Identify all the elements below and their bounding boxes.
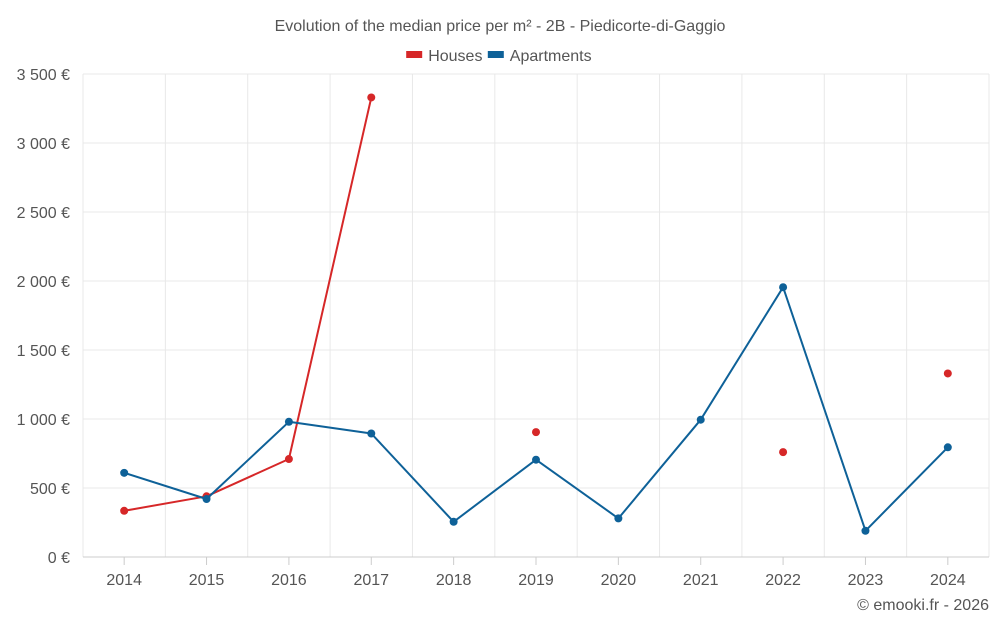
y-tick-label: 1 000 € [17,412,70,429]
x-tick-label: 2014 [106,572,142,589]
data-point [943,369,952,378]
legend-swatch [406,51,423,58]
data-point [861,526,870,535]
data-point [696,415,705,424]
data-point [532,428,540,437]
legend-label: Houses [428,48,482,65]
x-tick-label: 2022 [765,572,801,589]
data-point [779,448,788,457]
data-point [202,495,211,504]
x-tick-label: 2017 [353,572,389,589]
chart-title: Evolution of the median price per m² - 2… [275,18,726,35]
x-tick-label: 2016 [271,572,307,589]
legend-label: Apartments [510,48,592,65]
series-line [124,97,373,512]
data-point [449,517,458,526]
legend-item-houses: Houses [406,48,482,65]
credit-text: © emooki.fr - 2026 [857,597,989,614]
data-point [367,93,376,102]
x-tick-label: 2021 [683,572,719,589]
data-point [532,455,540,464]
grid-layer [82,73,990,557]
legend: Houses Apartments [406,48,592,65]
legend-swatch [487,51,504,58]
series-houses [120,93,952,515]
y-tick-label: 2 000 € [17,274,70,291]
series-layer [120,93,952,535]
x-tick-label: 2024 [930,572,966,589]
data-point [779,283,788,292]
data-point [120,506,129,515]
y-tick-label: 500 € [30,481,70,498]
data-point [614,514,623,523]
y-tick-label: 2 500 € [17,205,70,222]
x-tick-label: 2018 [436,572,472,589]
legend-item-apartments: Apartments [487,48,592,65]
x-tick-label: 2015 [189,572,225,589]
y-tick-label: 1 500 € [17,343,70,360]
x-tick-label: 2023 [848,572,884,589]
data-point [943,443,952,452]
data-point [120,468,129,477]
data-point [284,455,293,464]
x-tick-label: 2020 [601,572,637,589]
axis-layer: 0 € 500 € 1 000 € 1 500 € 2 000 € 2 500 € 3 00… [17,67,989,589]
y-tick-label: 3 500 € [17,67,70,84]
y-tick-label: 3 000 € [17,136,70,153]
data-point [367,429,376,438]
x-tick-label: 2019 [518,572,554,589]
y-tick-label: 0 € [48,550,70,567]
data-point [284,417,293,426]
series-apartments [120,283,952,535]
